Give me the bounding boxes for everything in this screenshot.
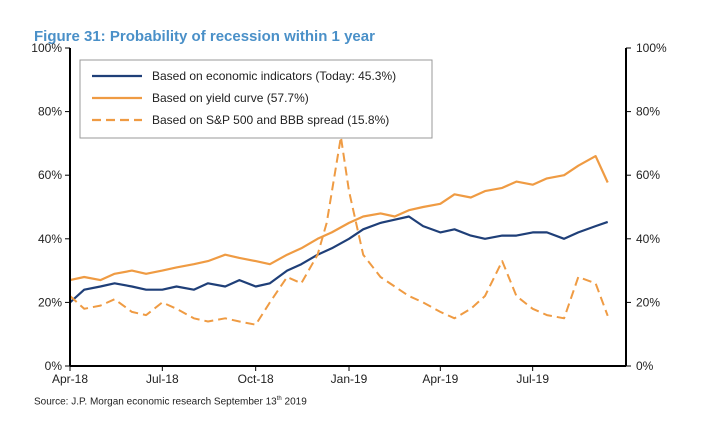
- y-tick-label-right: 80%: [636, 105, 660, 119]
- y-tick-label-right: 0%: [636, 359, 654, 373]
- y-tick-label-left: 60%: [38, 168, 62, 182]
- series-line-1: [69, 215, 609, 304]
- x-tick-label: Apr-18: [52, 372, 88, 386]
- source-note: Source: J.P. Morgan economic research Se…: [34, 396, 307, 407]
- x-tick-label: Jul-18: [146, 372, 179, 386]
- y-tick-label-left: 40%: [38, 232, 62, 246]
- x-tick-label: Jan-19: [331, 372, 368, 386]
- y-tick-label-right: 40%: [636, 232, 660, 246]
- x-tick-label: Oct-18: [238, 372, 274, 386]
- legend-label: Based on economic indicators (Today: 45.…: [152, 69, 396, 83]
- y-tick-label-left: 20%: [38, 295, 62, 309]
- source-sup: th: [276, 396, 282, 402]
- x-tick-label: Apr-19: [422, 372, 458, 386]
- source-suffix: 2019: [281, 396, 307, 408]
- y-tick-label-right: 60%: [636, 168, 660, 182]
- legend: Based on economic indicators (Today: 45.…: [79, 59, 433, 139]
- source-text: Source: J.P. Morgan economic research Se…: [34, 396, 277, 408]
- legend-label: Based on S&P 500 and BBB spread (15.8%): [152, 113, 389, 127]
- y-tick-label-left: 0%: [45, 359, 63, 373]
- series-line-3: [69, 136, 609, 326]
- chart-title: Figure 31: Probability of recession with…: [34, 28, 375, 45]
- y-tick-label-right: 100%: [636, 41, 667, 55]
- x-tick-label: Jul-19: [516, 372, 549, 386]
- series-line-2: [69, 155, 609, 282]
- y-tick-label-left: 100%: [31, 41, 62, 55]
- y-tick-label-left: 80%: [38, 105, 62, 119]
- y-tick-label-right: 20%: [636, 295, 660, 309]
- legend-label: Based on yield curve (57.7%): [152, 91, 309, 105]
